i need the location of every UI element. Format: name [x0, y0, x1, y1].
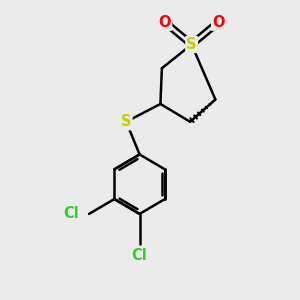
Text: S: S — [186, 37, 197, 52]
Text: O: O — [159, 15, 171, 30]
Text: Cl: Cl — [132, 248, 148, 263]
Text: O: O — [212, 15, 225, 30]
Text: Cl: Cl — [63, 206, 79, 221]
Text: S: S — [121, 114, 131, 129]
